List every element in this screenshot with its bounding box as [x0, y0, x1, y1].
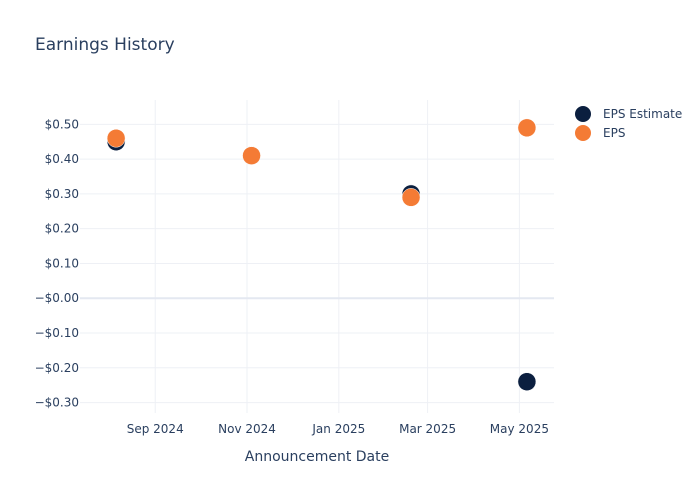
x-tick-label: Mar 2025 — [399, 422, 456, 436]
x-tick-label: Jan 2025 — [311, 422, 365, 436]
x-tick-label: Sep 2024 — [127, 422, 184, 436]
y-tick-label: −$0.30 — [35, 396, 79, 410]
y-tick-label: $0.30 — [45, 187, 79, 201]
y-axis-ticks: $0.50 $0.40 $0.30 $0.20 $0.10 −$0.00 −$0.10 −$0… — [35, 117, 79, 409]
x-tick-label: Nov 2024 — [218, 422, 276, 436]
x-axis-ticks: Sep 2024 Nov 2024 Jan 2025 Mar 2025 May 2025 — [127, 422, 549, 436]
eps-estimate-point — [517, 372, 537, 391]
grid — [80, 100, 554, 413]
y-tick-label: $0.50 — [45, 117, 79, 131]
x-tick-label: May 2025 — [490, 422, 549, 436]
chart-title: Earnings History — [35, 35, 175, 55]
eps-point — [106, 129, 126, 148]
y-tick-label: −$0.20 — [35, 361, 79, 375]
legend-label-eps-estimate: EPS Estimate — [603, 107, 682, 121]
y-tick-label: −$0.10 — [35, 326, 79, 340]
legend-label-eps: EPS — [603, 126, 625, 140]
x-axis-title: Announcement Date — [245, 449, 389, 465]
eps-point — [242, 146, 261, 165]
eps-point — [401, 188, 421, 207]
eps-point — [517, 118, 537, 138]
y-tick-label: −$0.00 — [35, 291, 79, 305]
legend-marker-eps-estimate — [575, 106, 591, 122]
y-tick-label: $0.10 — [45, 256, 79, 270]
y-tick-label: $0.40 — [45, 152, 79, 166]
y-tick-label: $0.20 — [45, 222, 79, 236]
legend: EPS Estimate EPS — [575, 106, 682, 141]
legend-marker-eps — [575, 125, 591, 141]
data-points — [106, 118, 537, 391]
